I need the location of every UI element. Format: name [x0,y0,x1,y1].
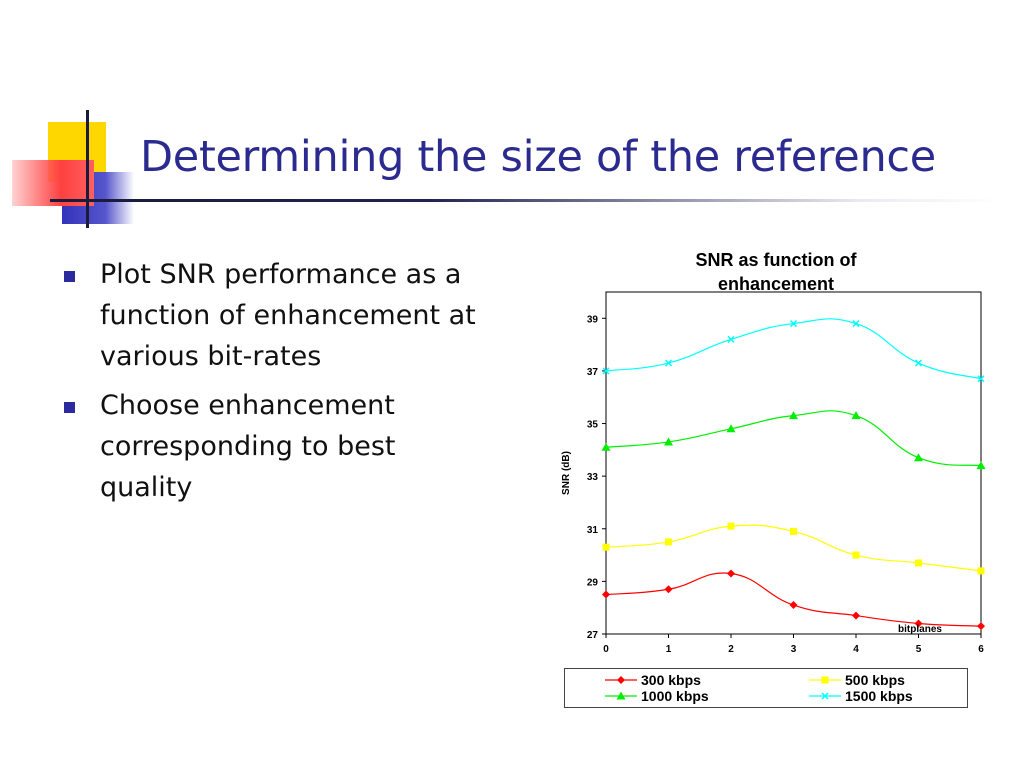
decoration-vertical-line [86,110,89,228]
data-point [727,335,735,343]
snr-line-chart: 27 29 31 33 35 37 39 0 1 2 3 4 5 6 bitplanes SNR (dB) [561,291,986,655]
data-point [665,538,672,546]
marker-stroke [727,335,735,343]
legend-label: 1000 kbps [641,688,709,704]
x-tick-label: 0 [603,644,609,655]
data-point [976,461,986,470]
legend-marker [821,676,829,684]
series-lines [601,318,986,631]
y-tick-label: 31 [587,525,599,536]
marker-stroke [821,692,829,700]
legend-marker [617,676,625,684]
bullet-text: Plot SNR performance as a function of en… [100,259,476,372]
data-point [851,411,861,420]
data-point [977,567,985,575]
x-tick-label: 5 [916,644,922,655]
data-point [914,619,923,628]
data-point [664,585,673,594]
legend-item: 1000 kbps [605,688,709,704]
legend-marker [616,691,626,700]
x-tick-label: 4 [853,644,859,655]
x-tick-label: 1 [666,644,672,655]
axis-labels: 27 29 31 33 35 37 39 0 1 2 3 4 5 6 bitplanes SNR (dB) [561,314,984,655]
data-point [664,359,673,367]
bullet-list: Plot SNR performance as a function of en… [62,254,482,516]
data-point [977,622,985,631]
data-point [789,320,798,328]
data-point [915,559,922,567]
data-point [601,442,611,451]
x-tick-label: 2 [728,644,734,655]
marker-stroke [789,320,798,328]
x-tick-label: 3 [791,644,797,655]
data-point [852,320,860,328]
slide-title: Determining the size of the reference [140,132,936,182]
legend-marker [821,692,829,700]
marker-stroke [602,367,610,375]
data-point [602,590,610,599]
y-tick-label: 37 [587,367,599,378]
y-axis-label: SNR (dB) [561,451,572,495]
legend-label: 1500 kbps [845,688,913,704]
y-tick-label: 33 [587,472,599,483]
bullet-square-icon [64,402,75,413]
data-point [790,527,797,535]
data-point [852,551,860,559]
x-tick-label: 6 [978,644,984,655]
title-underline [50,199,1000,202]
legend-swatch-icon [605,691,637,700]
legend-item: 300 kbps [605,672,701,688]
marker-stroke [914,359,923,367]
data-point [914,359,923,367]
y-tick-label: 29 [587,577,599,588]
data-point [789,411,798,420]
legend-item: 500 kbps [809,672,905,688]
legend-label: 300 kbps [641,672,701,688]
marker-stroke [664,359,673,367]
chart-legend: 300 kbps 500 kbps 1000 kbps 1500 kbps [564,668,968,708]
legend-label: 500 kbps [845,672,905,688]
data-point [664,437,673,446]
bullet-item: Choose enhancement corresponding to best… [62,385,482,508]
decoration-red-square [12,160,94,206]
y-tick-label: 35 [587,420,599,431]
data-point [602,367,610,375]
plot-frame [605,291,982,635]
y-tick-label: 27 [587,630,599,641]
chart-title: SNR as function of enhancement [695,250,857,294]
y-tick-label: 39 [587,314,599,325]
data-point [727,569,735,578]
legend-swatch-icon [605,676,637,684]
legend-swatch-icon [809,676,841,684]
marker-stroke [977,375,985,383]
axes [602,291,982,638]
bullet-text: Choose enhancement corresponding to best… [100,390,396,503]
data-point [789,601,798,610]
data-point [602,543,610,551]
data-point [727,522,735,530]
x-axis-label: bitplanes [898,624,942,635]
bullet-item: Plot SNR performance as a function of en… [62,254,482,377]
data-point [914,453,923,462]
bullet-square-icon [64,271,75,282]
legend-item: 1500 kbps [809,688,913,704]
data-point [852,611,860,620]
marker-stroke [852,320,860,328]
legend-swatch-icon [809,692,841,700]
data-point [726,424,736,433]
data-point [977,375,985,383]
